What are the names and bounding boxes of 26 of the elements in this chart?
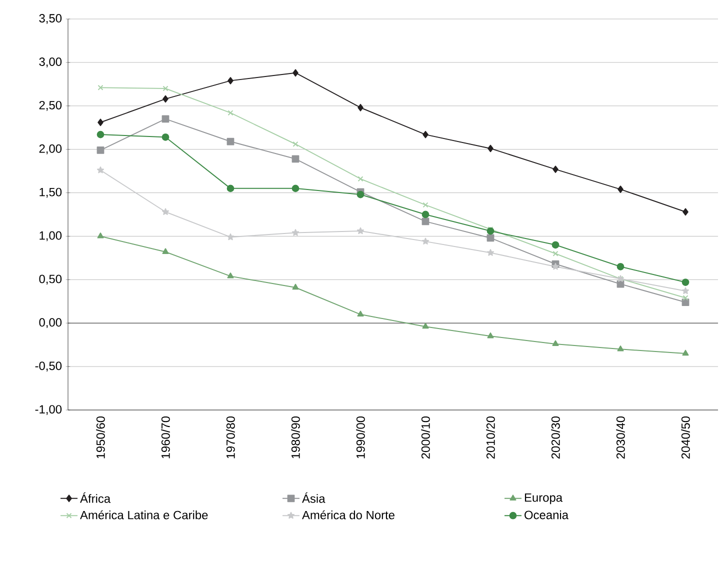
y-tick-label: -0,50 (35, 362, 62, 372)
x-tick-label: 1970/80 (226, 416, 235, 458)
legend-label: Europa (524, 493, 563, 504)
y-tick-label: 2,50 (39, 100, 62, 111)
legend-label: Oceania (524, 510, 569, 520)
x-tick-label: 1990/00 (356, 416, 365, 458)
y-tick-label: 0,50 (39, 274, 62, 285)
x-tick-label: 2040/50 (681, 416, 690, 459)
y-tick-label: 1,50 (40, 188, 62, 198)
y-tick-label: 2,00 (39, 144, 62, 154)
x-tick-label: 1980/90 (291, 416, 300, 458)
legend-label: África (80, 492, 111, 503)
x-tick-label: 2030/40 (616, 416, 625, 459)
x-tick-label: 2010/20 (486, 416, 495, 459)
legend-label: América Latina e Caribe (80, 510, 208, 520)
y-tick-label: 0,00 (39, 318, 62, 328)
x-tick-label: 1960/70 (161, 416, 170, 458)
legend-label: Ásia (302, 492, 326, 503)
x-tick-label: 2000/10 (421, 416, 430, 459)
y-tick-label: -1,00 (35, 405, 62, 415)
x-tick-label: 1950/60 (96, 416, 105, 458)
x-tick-label: 2020/30 (551, 416, 560, 459)
y-tick-label: 3,00 (39, 58, 62, 68)
y-tick-label: 1,00 (40, 231, 62, 242)
legend-label: América do Norte (302, 510, 394, 520)
y-tick-label: 3,50 (39, 14, 62, 24)
